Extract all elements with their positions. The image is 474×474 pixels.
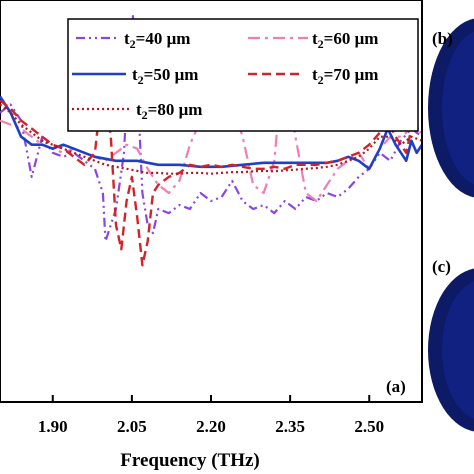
legend-label-80-m: t2=80 μm [136,100,202,122]
legend-label-40-m: t2=40 μm [124,29,190,51]
side-panel-b-shade [442,31,474,185]
x-tick-label: 2.35 [275,417,305,436]
legend-label-70-m: t2=70 μm [312,65,378,87]
legend: t2=40 μm t2=60 μm t2=50 μm t2=70 μm t2=80 μm [67,18,419,132]
side-panel-c-shade [442,281,474,419]
side-panel-b-label: (b) [432,29,453,48]
series-line-70-m [0,87,422,267]
x-axis-title: Frequency (THz) [120,450,260,471]
legend-label-50-m: t2=50 μm [132,65,198,87]
x-tick-label: 2.50 [354,417,384,436]
series-line-80-m [0,103,423,175]
x-tick-label: 2.05 [117,417,147,436]
legend-label-60-m: t2=60 μm [312,29,378,51]
x-tick-label: 1.90 [38,417,68,436]
side-panel-b: (b) [428,18,474,198]
series-line-50-m [0,95,424,171]
side-panel-c-label: (c) [432,257,451,276]
legend-box [67,18,419,132]
x-tick-label: 2.20 [196,417,226,436]
x-axis: 1.90 2.05 2.20 2.35 2.50 [38,395,384,436]
panel-label-a: (a) [386,377,406,396]
side-panel-c: (c) [428,257,474,432]
series-line-40-m [0,15,423,243]
